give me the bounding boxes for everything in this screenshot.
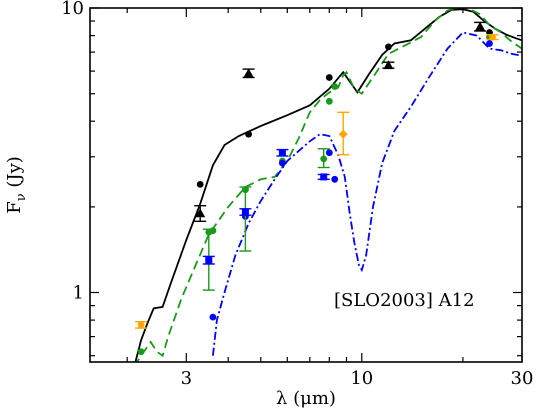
blue-square-marker bbox=[241, 208, 249, 216]
y-axis-label: Fν (Jy) bbox=[4, 156, 29, 214]
x-tick-label: 3 bbox=[181, 368, 192, 389]
green-model-line bbox=[136, 8, 522, 362]
y-axis-label-subscript: ν bbox=[14, 193, 29, 201]
blue-square-marker bbox=[278, 149, 286, 157]
black-model-line bbox=[134, 8, 522, 362]
blue-square-marker bbox=[320, 173, 328, 181]
blue-model-line bbox=[212, 31, 522, 356]
black-triangle-marker bbox=[243, 68, 254, 78]
y-axis-label-unit: (Jy) bbox=[4, 156, 25, 193]
orange-circle-marker bbox=[137, 321, 145, 329]
y-tick-label: 10 bbox=[61, 0, 84, 19]
green-circle-marker bbox=[242, 186, 249, 194]
axis-ticks: 3 10 30 1 10 bbox=[61, 0, 533, 389]
orange-circle-marker bbox=[489, 33, 496, 41]
black-circle-marker bbox=[196, 181, 204, 188]
blue-circle-marker bbox=[325, 149, 333, 157]
x-tick-label: 10 bbox=[350, 368, 373, 389]
green-circle-marker bbox=[331, 83, 339, 90]
black-circle-marker bbox=[385, 43, 392, 51]
black-circle-marker bbox=[245, 130, 253, 138]
green-circle-marker bbox=[205, 228, 213, 236]
blue-circle-marker bbox=[331, 175, 339, 183]
green-circle-marker bbox=[137, 348, 145, 355]
source-annotation: [SLO2003] A12 bbox=[334, 290, 475, 311]
y-tick-label: 1 bbox=[73, 283, 84, 304]
green-circle-marker bbox=[320, 155, 328, 163]
orange-diamond-marker bbox=[338, 129, 348, 139]
blue-circle-marker bbox=[209, 313, 217, 321]
blue-square-marker bbox=[205, 256, 213, 264]
black-triangle-marker bbox=[383, 60, 394, 70]
model-lines bbox=[134, 8, 522, 362]
x-axis-label: λ (μm) bbox=[276, 388, 336, 409]
black-triangle-marker bbox=[195, 208, 206, 218]
data-points bbox=[135, 21, 499, 355]
blue-circle-marker bbox=[279, 159, 286, 167]
black-triangle-marker bbox=[475, 21, 486, 31]
green-circle-marker bbox=[325, 97, 333, 105]
blue-circle-marker bbox=[486, 40, 493, 47]
plot-frame bbox=[89, 7, 523, 363]
y-axis-label-main: F bbox=[4, 201, 25, 214]
x-tick-label: 30 bbox=[511, 368, 534, 389]
black-circle-marker bbox=[325, 74, 333, 81]
